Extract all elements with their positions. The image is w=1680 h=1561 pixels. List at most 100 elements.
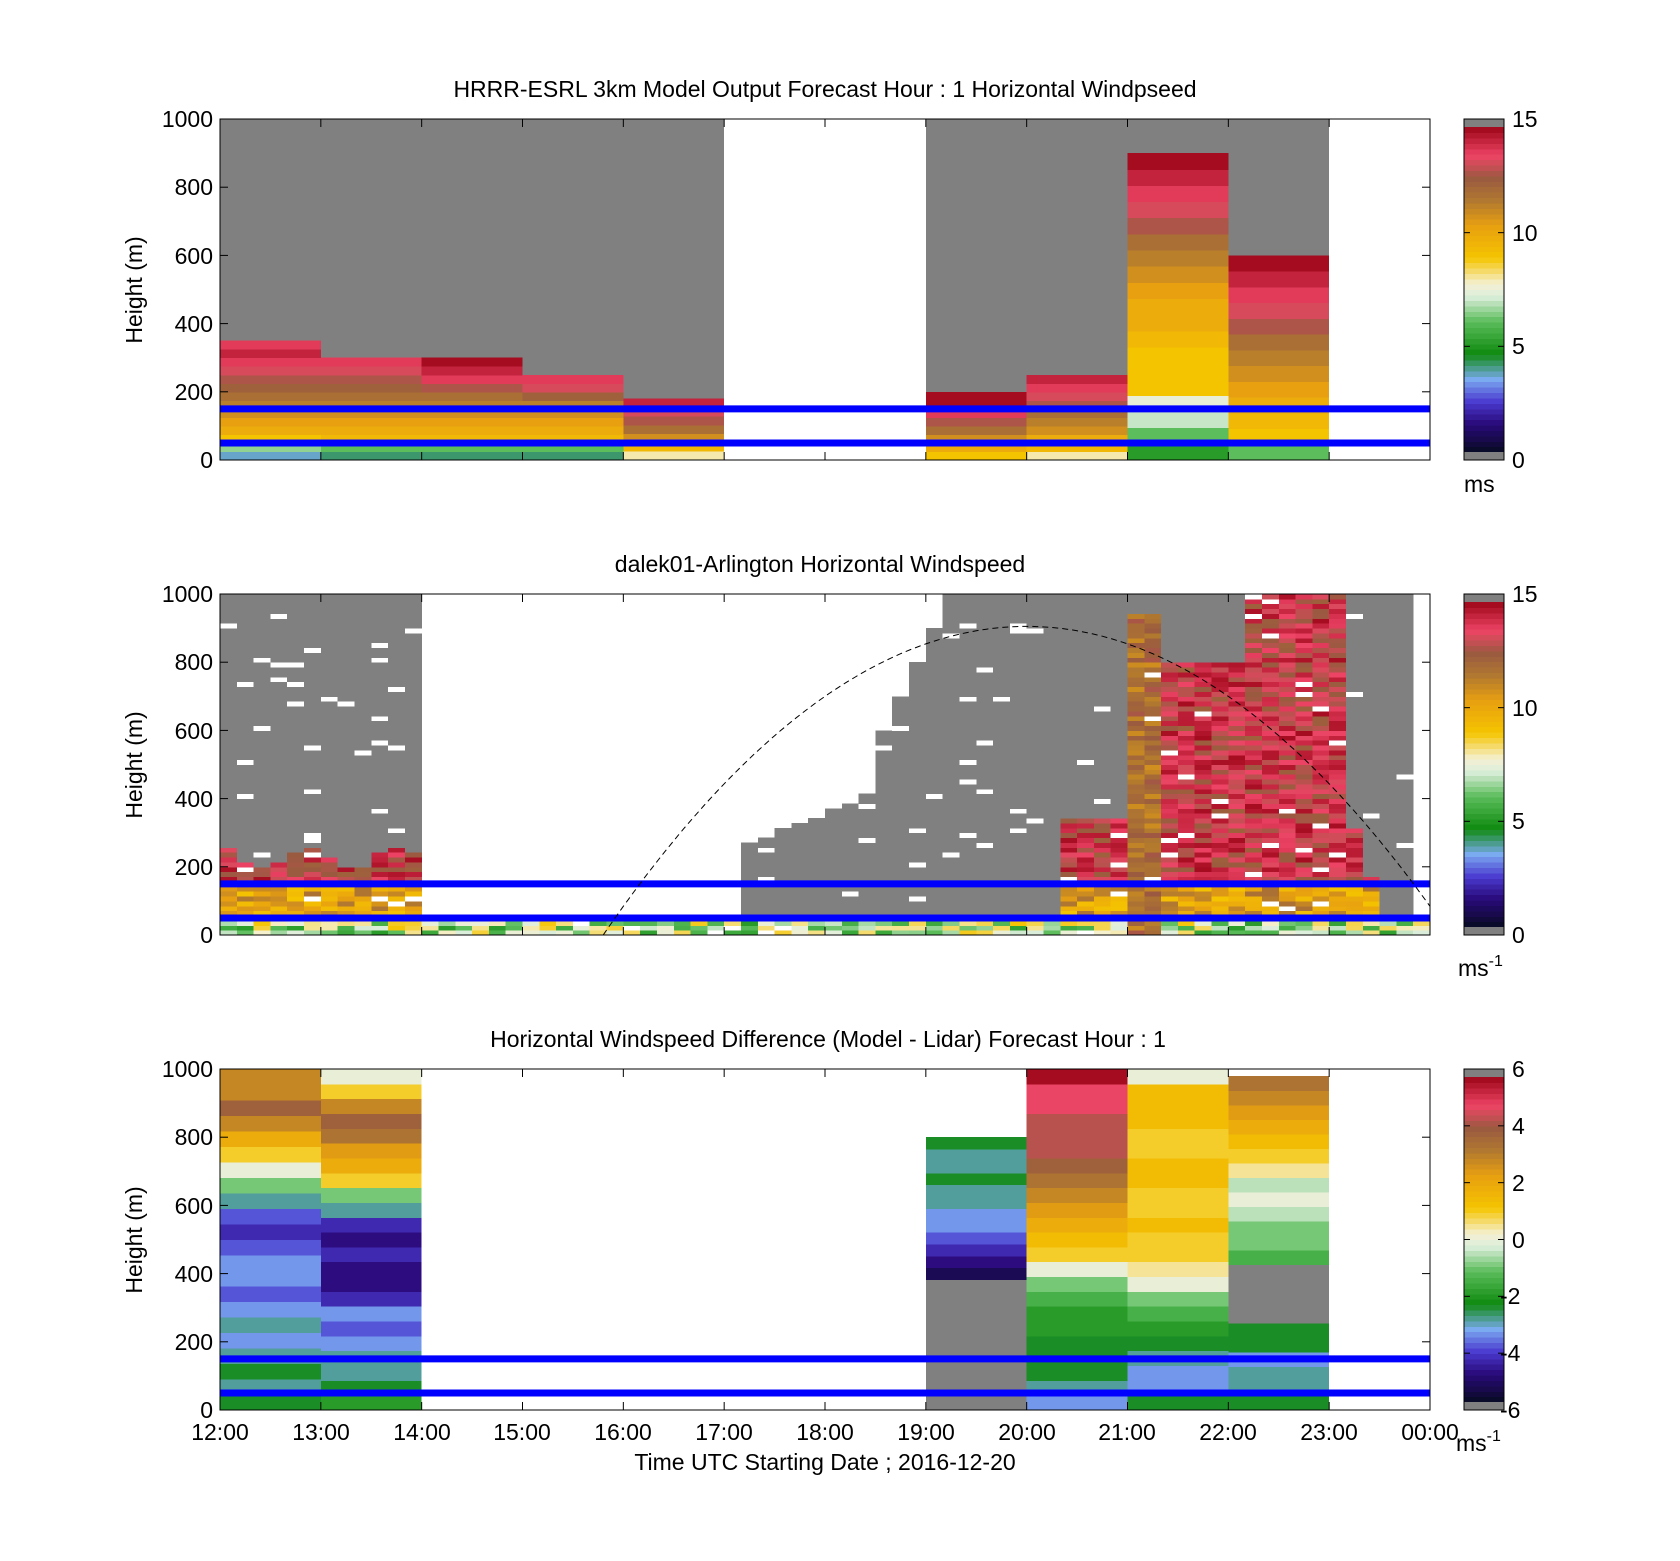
heatmap-cell (1009, 720, 1028, 727)
heatmap-cell (1009, 745, 1028, 751)
heatmap-cell (909, 876, 927, 882)
heatmap-cell (1043, 905, 1061, 912)
heatmap-cell (1077, 842, 1095, 848)
heatmap-cell (993, 779, 1011, 785)
heatmap-cell (925, 861, 944, 868)
heatmap-cell (1161, 608, 1179, 614)
heatmap-cell (1278, 793, 1297, 800)
heatmap-cell (724, 925, 742, 931)
heatmap-cell (740, 900, 759, 907)
heatmap-cell (892, 818, 910, 824)
heatmap-cell (1312, 886, 1330, 892)
heatmap-cell (404, 696, 423, 702)
heatmap-cell (1295, 725, 1313, 731)
heatmap-cell (875, 827, 893, 834)
heatmap-cell (388, 710, 406, 717)
heatmap-cell (320, 1395, 422, 1410)
heatmap-cell (875, 876, 893, 882)
heatmap-cell (287, 706, 305, 712)
heatmap-cell (1077, 735, 1095, 741)
heatmap-cell (1329, 842, 1347, 848)
heatmap-cell (404, 671, 423, 678)
panel-lidar-reference-lines (220, 880, 1430, 922)
heatmap-cell (253, 681, 271, 688)
heatmap-cell (304, 667, 322, 673)
heatmap-cell (858, 808, 876, 814)
heatmap-cell (1026, 681, 1044, 688)
heatmap-cell (1110, 847, 1128, 853)
colorbar-swatch (1464, 1255, 1504, 1262)
heatmap-cell (1396, 701, 1414, 707)
heatmap-cell (875, 740, 893, 746)
colorbar-swatch (1464, 1087, 1504, 1094)
colorbar-swatch (1464, 294, 1504, 301)
heatmap-cell (993, 745, 1011, 751)
heatmap-cell (1009, 891, 1028, 897)
heatmap-cell (959, 701, 977, 707)
heatmap-cell (371, 803, 389, 809)
colorbar-swatch (1464, 1396, 1504, 1403)
heatmap-cell (1060, 603, 1078, 610)
heatmap-cell (388, 832, 406, 839)
heatmap-cell (1127, 379, 1229, 396)
heatmap-cell (1228, 255, 1330, 272)
heatmap-cell (1177, 671, 1196, 678)
heatmap-cell (1194, 764, 1213, 770)
heatmap-cell (976, 920, 994, 926)
heatmap-cell (287, 813, 305, 819)
heatmap-cell (791, 822, 809, 829)
heatmap-cell (1177, 861, 1196, 868)
heatmap-cell (236, 594, 255, 600)
colorbar-swatch (1464, 867, 1504, 874)
colorbar-swatch (1464, 435, 1504, 442)
heatmap-cell (1026, 818, 1044, 824)
heatmap-cell (925, 905, 944, 912)
heatmap-cell (1228, 349, 1330, 367)
heatmap-cell (1077, 632, 1095, 639)
heatmap-cell (1127, 1335, 1229, 1352)
heatmap-cell (925, 652, 944, 658)
heatmap-cell (757, 866, 776, 873)
heatmap-cell (1245, 603, 1263, 610)
heatmap-cell (354, 857, 372, 863)
heatmap-cell (1161, 647, 1179, 653)
heatmap-cell (371, 813, 389, 819)
heatmap-cell (892, 813, 910, 819)
heatmap-cell (287, 793, 305, 800)
heatmap-cell (1312, 861, 1330, 868)
heatmap-cell (959, 832, 977, 839)
heatmap-cell (388, 608, 406, 614)
heatmap-cell (1026, 896, 1044, 902)
heatmap-cell (220, 720, 238, 727)
heatmap-cell (1077, 920, 1095, 926)
heatmap-cell (976, 783, 994, 790)
heatmap-cell (1278, 608, 1297, 614)
heatmap-cell (707, 920, 725, 926)
xtick-label: 18:00 (796, 1419, 854, 1445)
heatmap-cell (236, 657, 255, 663)
heatmap-cell (1245, 905, 1263, 912)
heatmap-cell (1093, 710, 1112, 717)
heatmap-cell (1278, 871, 1297, 878)
heatmap-cell (1026, 594, 1044, 600)
heatmap-cell (388, 896, 406, 902)
heatmap-cell (270, 598, 288, 605)
colorbar-swatch (1464, 397, 1504, 404)
heatmap-cell (1261, 754, 1280, 761)
heatmap-cell (774, 910, 792, 917)
heatmap-cell (1127, 233, 1229, 251)
heatmap-cell (472, 930, 490, 935)
heatmap-cell (1043, 788, 1061, 795)
heatmap-cell (1127, 594, 1145, 600)
heatmap-cell (404, 657, 423, 663)
heatmap-cell (1228, 813, 1246, 819)
heatmap-cell (1379, 896, 1397, 902)
heatmap-cell (1177, 779, 1196, 785)
heatmap-cell (1043, 720, 1061, 727)
heatmap-cell (1345, 706, 1364, 712)
heatmap-cell (1043, 710, 1061, 717)
colorbar-swatch (1464, 742, 1504, 749)
heatmap-cell (1026, 442, 1128, 452)
heatmap-cell (925, 920, 944, 926)
heatmap-cell (253, 759, 271, 765)
